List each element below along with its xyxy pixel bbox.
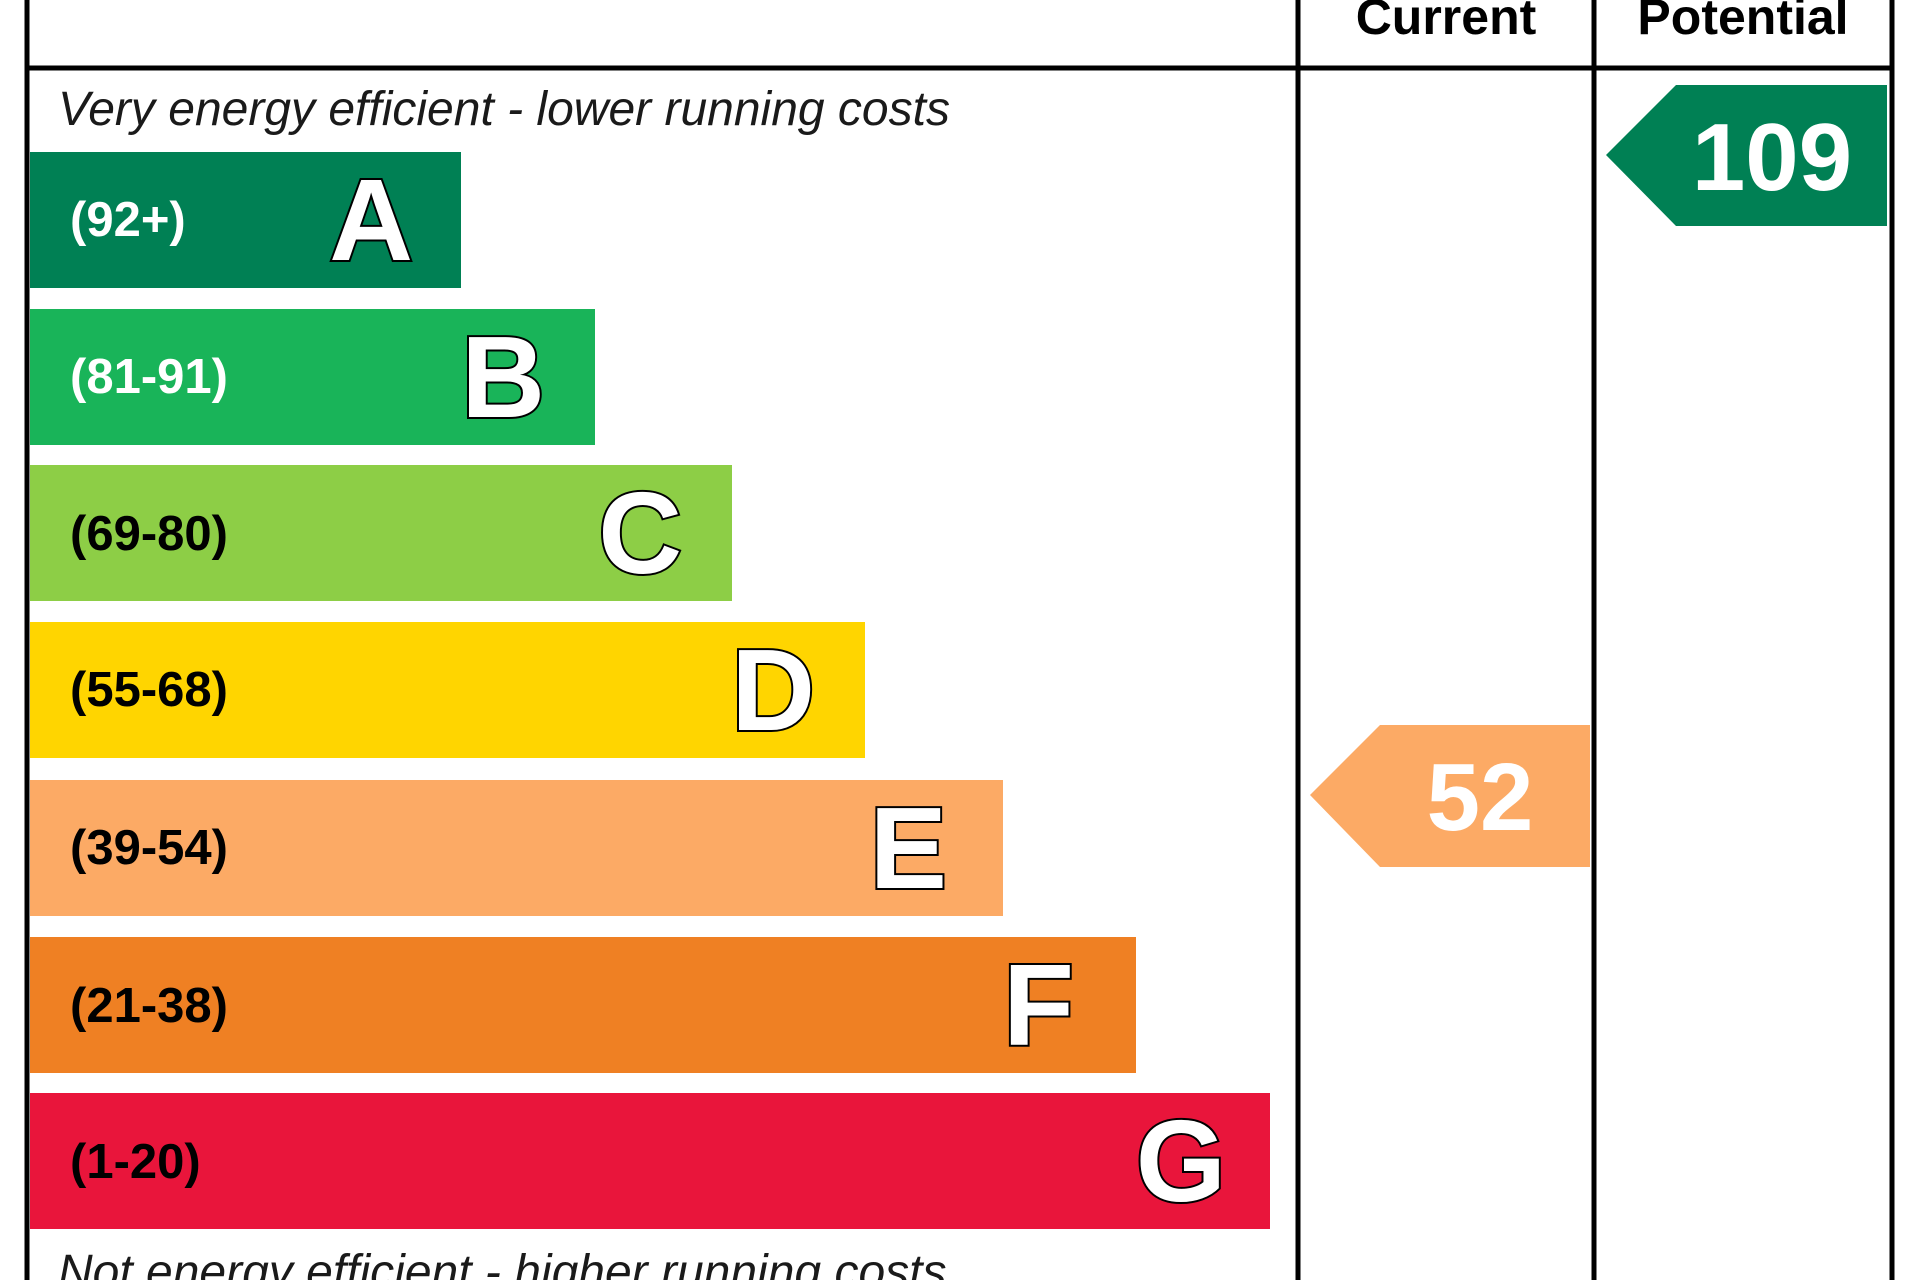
- top-caption: Very energy efficient - lower running co…: [58, 83, 950, 136]
- band-a-letter: A: [329, 155, 413, 285]
- band-c-range: (69-80): [70, 507, 228, 561]
- band-g: (1-20) G: [30, 1093, 1270, 1229]
- band-b-bar: [30, 309, 595, 445]
- band-b: (81-91) B: [30, 309, 595, 445]
- band-f-bar: [30, 937, 1136, 1073]
- band-d: (55-68) D: [30, 622, 865, 758]
- band-e-letter: E: [870, 783, 947, 913]
- current-rating-value: 52: [1427, 744, 1534, 851]
- band-d-bar: [30, 622, 865, 758]
- band-e-bar: [30, 780, 1003, 916]
- current-rating-arrow: [1310, 725, 1590, 867]
- chart-frame: [24, 0, 1895, 1280]
- potential-rating-arrow: [1606, 85, 1887, 226]
- band-e: (39-54) E: [30, 780, 1003, 916]
- band-g-bar: [30, 1093, 1270, 1229]
- band-c-bar: [30, 465, 732, 601]
- band-d-letter: D: [731, 625, 815, 755]
- band-a-range: (92+): [70, 193, 186, 247]
- band-c-letter: C: [598, 468, 682, 598]
- band-f-letter: F: [1003, 940, 1074, 1070]
- band-b-letter: B: [461, 312, 545, 442]
- bottom-caption: Not energy efficient - higher running co…: [58, 1246, 946, 1280]
- potential-rating-value: 109: [1692, 104, 1852, 211]
- band-a: (92+) A: [30, 152, 461, 288]
- band-a-bar: [30, 152, 461, 288]
- band-f-range: (21-38): [70, 979, 228, 1033]
- band-e-range: (39-54): [70, 821, 228, 875]
- band-g-letter: G: [1136, 1096, 1226, 1226]
- current-rating: 52: [1310, 725, 1590, 867]
- current-column-header: Current: [1356, 0, 1537, 45]
- band-d-range: (55-68): [70, 663, 228, 717]
- potential-column-header: Potential: [1637, 0, 1848, 45]
- band-f: (21-38) F: [30, 937, 1136, 1073]
- band-c: (69-80) C: [30, 465, 732, 601]
- band-g-range: (1-20): [70, 1135, 201, 1189]
- potential-rating: 109: [1606, 85, 1887, 226]
- band-b-range: (81-91): [70, 350, 228, 404]
